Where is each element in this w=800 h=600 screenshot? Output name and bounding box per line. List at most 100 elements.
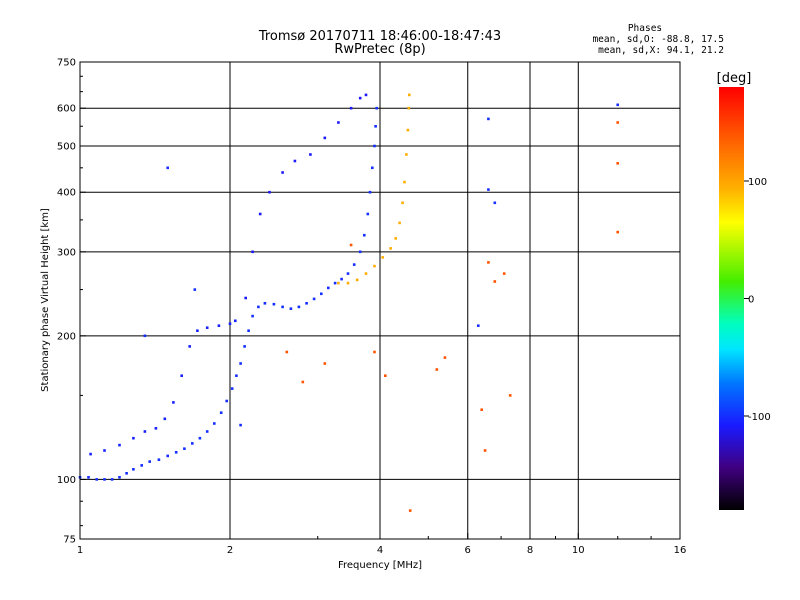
- data-point-4-4: [373, 350, 376, 354]
- data-point-3-2: [355, 278, 359, 282]
- data-point-1-5: [293, 159, 297, 163]
- data-point-3-1: [346, 281, 350, 285]
- data-point-5-5: [493, 201, 497, 205]
- data-point-1-8: [337, 121, 340, 124]
- x-tick-label-1: 2: [227, 545, 233, 556]
- x-tick-label-2: 4: [377, 545, 383, 556]
- data-point-2-13: [228, 322, 232, 325]
- data-point-4-1: [301, 380, 305, 384]
- data-point-2-3: [132, 436, 135, 440]
- data-point-0-20: [230, 387, 234, 390]
- data-point-3-0: [337, 281, 340, 285]
- data-point-1-6: [309, 153, 312, 156]
- stats-header: Phases: [628, 23, 662, 34]
- stats-x-mode: mean, sd,X: 94.1, 21.2: [598, 45, 724, 56]
- data-point-3-11: [405, 153, 408, 156]
- data-point-1-7: [323, 136, 327, 140]
- data-point-0-28: [272, 302, 276, 306]
- data-point-0-35: [327, 286, 330, 290]
- data-point-0-42: [366, 212, 370, 216]
- series-5: [143, 103, 619, 427]
- data-point-3-6: [389, 247, 392, 250]
- data-point-0-32: [305, 302, 308, 305]
- data-point-1-3: [268, 190, 271, 194]
- data-point-0-6: [125, 472, 128, 475]
- data-point-1-2: [258, 212, 262, 216]
- y-tick-label-0: 75: [63, 535, 76, 546]
- data-point-0-9: [148, 460, 151, 463]
- y-tick-label-1: 100: [57, 475, 76, 486]
- x-tick-label-0: 1: [77, 545, 83, 556]
- data-point-0-2: [95, 478, 98, 481]
- data-point-2-4: [143, 430, 147, 433]
- series-1: [244, 93, 368, 300]
- data-point-0-14: [191, 442, 194, 445]
- data-point-2-12: [217, 324, 221, 327]
- data-point-5-1: [143, 334, 147, 338]
- data-point-2-7: [172, 401, 175, 404]
- y-tick-label-6: 600: [57, 104, 76, 115]
- data-point-0-16: [205, 430, 209, 433]
- data-point-0-1: [87, 476, 90, 479]
- series-2: [89, 319, 237, 456]
- data-point-1-4: [281, 171, 284, 174]
- points-layer: [78, 93, 619, 512]
- data-point-0-17: [213, 422, 216, 425]
- y-axis-label: Stationary phase Virtual Height [km]: [40, 208, 51, 392]
- data-point-4-0: [285, 350, 289, 354]
- x-tick-label-6: 16: [674, 545, 687, 556]
- data-point-1-0: [244, 296, 247, 300]
- data-point-0-47: [375, 106, 378, 110]
- data-point-0-18: [219, 411, 223, 414]
- data-point-0-15: [198, 436, 202, 440]
- data-point-5-2: [193, 288, 197, 291]
- data-point-3-14: [408, 93, 411, 97]
- colorbar-tick-label-1: 0: [748, 295, 754, 306]
- data-point-0-10: [157, 458, 161, 461]
- data-point-0-25: [251, 314, 254, 318]
- data-point-0-41: [363, 233, 366, 237]
- stats-o-mode: mean, sd,O: -88.8, 17.5: [592, 34, 724, 45]
- colorbar-tick-label-2: -100: [748, 412, 771, 423]
- data-point-0-31: [297, 305, 301, 309]
- data-point-1-1: [251, 250, 254, 254]
- data-point-4-7: [435, 368, 439, 371]
- data-point-0-19: [225, 399, 228, 403]
- data-point-0-7: [132, 468, 135, 471]
- data-point-0-40: [358, 250, 362, 254]
- data-point-5-6: [616, 103, 619, 107]
- data-point-0-3: [103, 478, 106, 481]
- chart-subtitle: RwPretec (8p): [334, 42, 425, 57]
- series-0: [78, 106, 378, 481]
- data-point-4-11: [487, 261, 490, 264]
- data-point-3-4: [373, 264, 376, 268]
- data-point-2-6: [163, 417, 167, 421]
- data-point-0-13: [183, 447, 186, 450]
- data-point-0-8: [140, 464, 143, 467]
- data-point-1-9: [349, 106, 353, 110]
- data-point-4-8: [443, 356, 447, 359]
- data-point-3-10: [403, 180, 406, 184]
- data-point-0-45: [373, 144, 376, 148]
- x-axis-label: Frequency [MHz]: [338, 560, 422, 571]
- data-point-0-4: [110, 478, 114, 481]
- x-tick-label-5: 10: [572, 545, 585, 556]
- data-point-0-26: [257, 305, 260, 309]
- data-point-5-3: [477, 324, 480, 327]
- data-point-0-29: [281, 305, 284, 309]
- data-point-4-3: [349, 243, 353, 247]
- data-point-2-0: [89, 452, 92, 456]
- data-point-1-11: [364, 93, 368, 97]
- y-tick-label-4: 400: [57, 188, 76, 199]
- data-point-3-8: [398, 221, 401, 225]
- data-point-2-10: [196, 329, 199, 332]
- chart-title: Tromsø 20170711 18:46:00-18:47:43: [258, 29, 501, 44]
- y-tick-label-5: 500: [57, 141, 76, 152]
- data-point-0-38: [346, 272, 350, 275]
- colorbar-tick-label-0: 100: [748, 177, 767, 188]
- data-point-0-30: [289, 307, 293, 310]
- data-point-4-5: [384, 374, 387, 377]
- data-point-2-9: [188, 345, 191, 348]
